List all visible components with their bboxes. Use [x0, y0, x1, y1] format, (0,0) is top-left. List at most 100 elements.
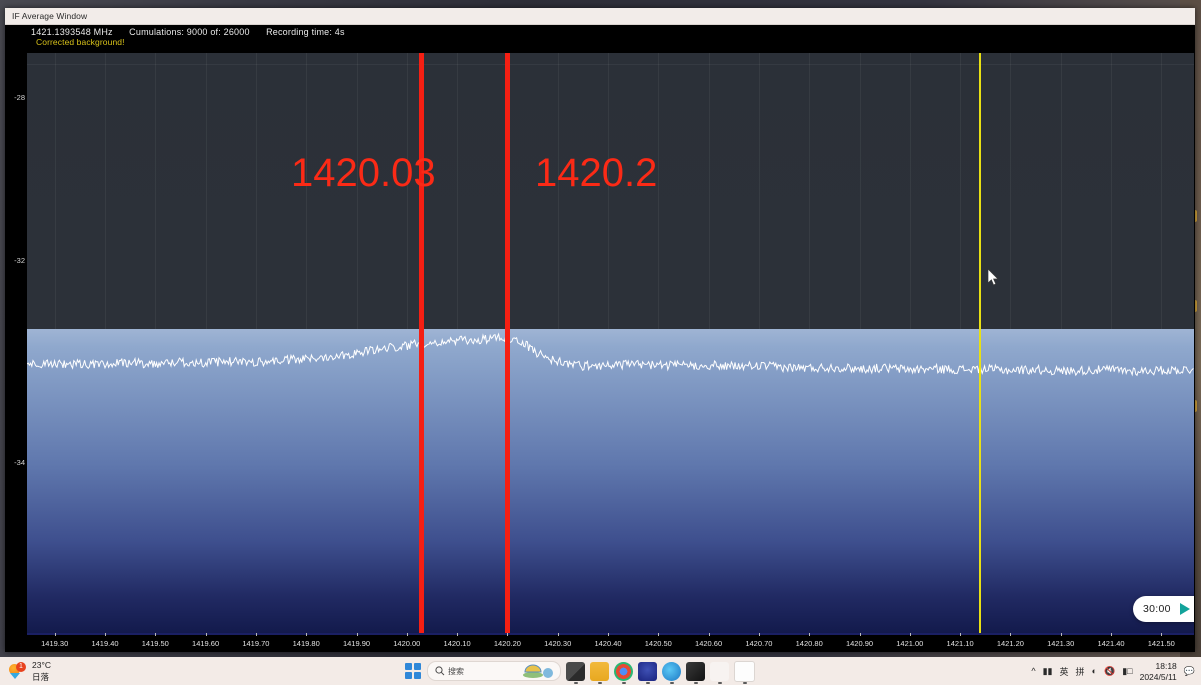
taskbar-weather-widget[interactable]: 1 23°C 日落: [8, 660, 51, 682]
x-tick-label: 1421.20: [996, 639, 1024, 648]
x-tick-mark: [758, 633, 760, 636]
clock-time: 18:18: [1155, 660, 1177, 671]
y-tick-label: -34: [14, 458, 25, 467]
x-tick-label: 1419.80: [292, 639, 320, 648]
play-triangle-icon[interactable]: [1179, 603, 1190, 615]
x-tick-label: 1420.10: [443, 639, 471, 648]
ime-mode-indicator[interactable]: 拼: [1075, 666, 1085, 677]
search-illustration-icon: [523, 664, 553, 678]
x-tick-label: 1421.50: [1147, 639, 1175, 648]
chrome-icon[interactable]: [614, 661, 633, 684]
x-tick-label: 1419.30: [41, 639, 69, 648]
file-explorer-icon[interactable]: [590, 661, 609, 684]
x-tick-label: 1420.30: [544, 639, 572, 648]
recording-time-readout: Recording time: 4s: [266, 27, 345, 37]
if-average-window: IF Average Window 1421.1393548 MHz Cumul…: [5, 8, 1195, 652]
x-tick-label: 1419.90: [342, 639, 371, 648]
spiral-app-icon[interactable]: [710, 661, 729, 684]
x-tick-label: 1421.40: [1097, 639, 1125, 648]
x-tick-label: 1421.10: [946, 639, 974, 648]
spectrum-fill: [27, 329, 1194, 633]
x-tick-mark: [1161, 633, 1163, 636]
x-tick-label: 1420.70: [745, 639, 773, 648]
task-view-icon[interactable]: [566, 661, 585, 684]
shield-app-icon[interactable]: [638, 661, 657, 684]
x-tick-mark: [155, 633, 157, 636]
frequency-readout: 1421.1393548 MHz: [31, 27, 113, 37]
x-tick-mark: [658, 633, 660, 636]
x-tick-mark: [507, 633, 509, 636]
weather-sun-icon: 1: [8, 662, 28, 680]
x-tick-mark: [859, 633, 861, 636]
clock-date: 2024/5/11: [1139, 671, 1177, 682]
marker-line-red[interactable]: [419, 53, 425, 633]
media-app-icon[interactable]: [686, 661, 705, 684]
marker-label-left: 1420.03: [291, 151, 436, 195]
status-message: Corrected background!: [36, 37, 125, 47]
x-axis-line: [27, 633, 1194, 635]
x-tick-label: 1420.90: [845, 639, 874, 648]
spectrum-plot-area: -28 -32 -34 1420.03 1420.2 30:00 ✕ 1419.…: [5, 48, 1195, 652]
x-tick-mark: [708, 633, 710, 636]
weather-temperature: 23°C: [32, 660, 51, 670]
windows-taskbar: 1 23°C 日落 搜索: [0, 657, 1201, 685]
x-tick-label: 1419.50: [141, 639, 169, 648]
tray-media-icon[interactable]: ▮▮: [1042, 665, 1053, 676]
taskbar-clock[interactable]: 18:18 2024/5/11: [1140, 661, 1177, 682]
battery-icon[interactable]: ▮□: [1122, 665, 1133, 676]
notification-bell-icon[interactable]: 💬: [1183, 665, 1195, 676]
x-tick-mark: [356, 633, 358, 636]
x-axis: 1419.30 1419.40 1419.50 1419.60 1419.70 1419.…: [27, 633, 1194, 652]
info-bar: 1421.1393548 MHz Cumulations: 9000 of: 2…: [5, 25, 1195, 49]
x-tick-label: 1420.60: [695, 639, 723, 648]
notification-badge: 1: [16, 662, 26, 672]
spectrum-canvas[interactable]: 1420.03 1420.2 30:00 ✕: [27, 53, 1194, 633]
x-tick-label: 1421.00: [896, 639, 924, 648]
search-placeholder: 搜索: [448, 666, 464, 676]
x-tick-mark: [557, 633, 559, 636]
x-tick-mark: [1060, 633, 1062, 636]
edge-icon[interactable]: [662, 661, 681, 684]
x-tick-mark: [54, 633, 56, 636]
x-tick-label: 1419.40: [91, 639, 119, 648]
x-tick-mark: [960, 633, 962, 636]
spectrum-trace: [27, 53, 1194, 633]
x-tick-mark: [205, 633, 207, 636]
x-tick-mark: [608, 633, 609, 636]
y-tick-label: -32: [14, 256, 25, 265]
sdr-app-icon[interactable]: [734, 660, 755, 684]
x-tick-label: 1420.00: [393, 639, 421, 648]
x-tick-mark: [105, 633, 106, 636]
x-tick-label: 1420.20: [493, 639, 521, 648]
ime-language-indicator[interactable]: 英: [1059, 666, 1069, 677]
x-tick-mark: [255, 633, 257, 636]
info-line: 1421.1393548 MHz Cumulations: 9000 of: 2…: [31, 27, 345, 37]
taskbar-search-input[interactable]: 搜索: [427, 661, 561, 681]
system-tray: ^ ▮▮ 英 拼 ◐ 🔇 ▮□ 18:18 2024/5/11 💬: [1031, 657, 1195, 685]
wifi-icon[interactable]: ◐: [1091, 666, 1097, 676]
x-tick-mark: [909, 633, 911, 636]
y-tick-label: -28: [14, 93, 25, 102]
window-titlebar[interactable]: IF Average Window: [5, 8, 1195, 25]
sunset-arrow-icon: [10, 673, 20, 679]
x-tick-mark: [457, 633, 459, 636]
search-icon: [435, 666, 445, 676]
x-tick-mark: [306, 633, 308, 636]
x-tick-label: 1419.70: [242, 639, 270, 648]
taskbar-center-group: 搜索: [405, 657, 755, 685]
tray-overflow-icon[interactable]: ^: [1031, 666, 1036, 676]
timer-value: 30:00: [1143, 603, 1171, 615]
x-tick-mark: [406, 633, 408, 636]
start-button-icon[interactable]: [405, 662, 422, 680]
window-title: IF Average Window: [12, 11, 88, 21]
x-tick-label: 1420.50: [644, 639, 672, 648]
x-tick-label: 1419.60: [192, 639, 220, 648]
x-tick-mark: [1010, 633, 1012, 636]
weather-condition: 日落: [32, 672, 50, 682]
marker-line-yellow[interactable]: [978, 53, 981, 633]
x-tick-label: 1420.40: [594, 639, 622, 648]
x-tick-mark: [1111, 633, 1112, 636]
marker-line-red[interactable]: [504, 53, 510, 633]
volume-mute-icon[interactable]: 🔇: [1103, 665, 1116, 676]
screen-recorder-timer[interactable]: 30:00 ✕: [1133, 596, 1194, 622]
